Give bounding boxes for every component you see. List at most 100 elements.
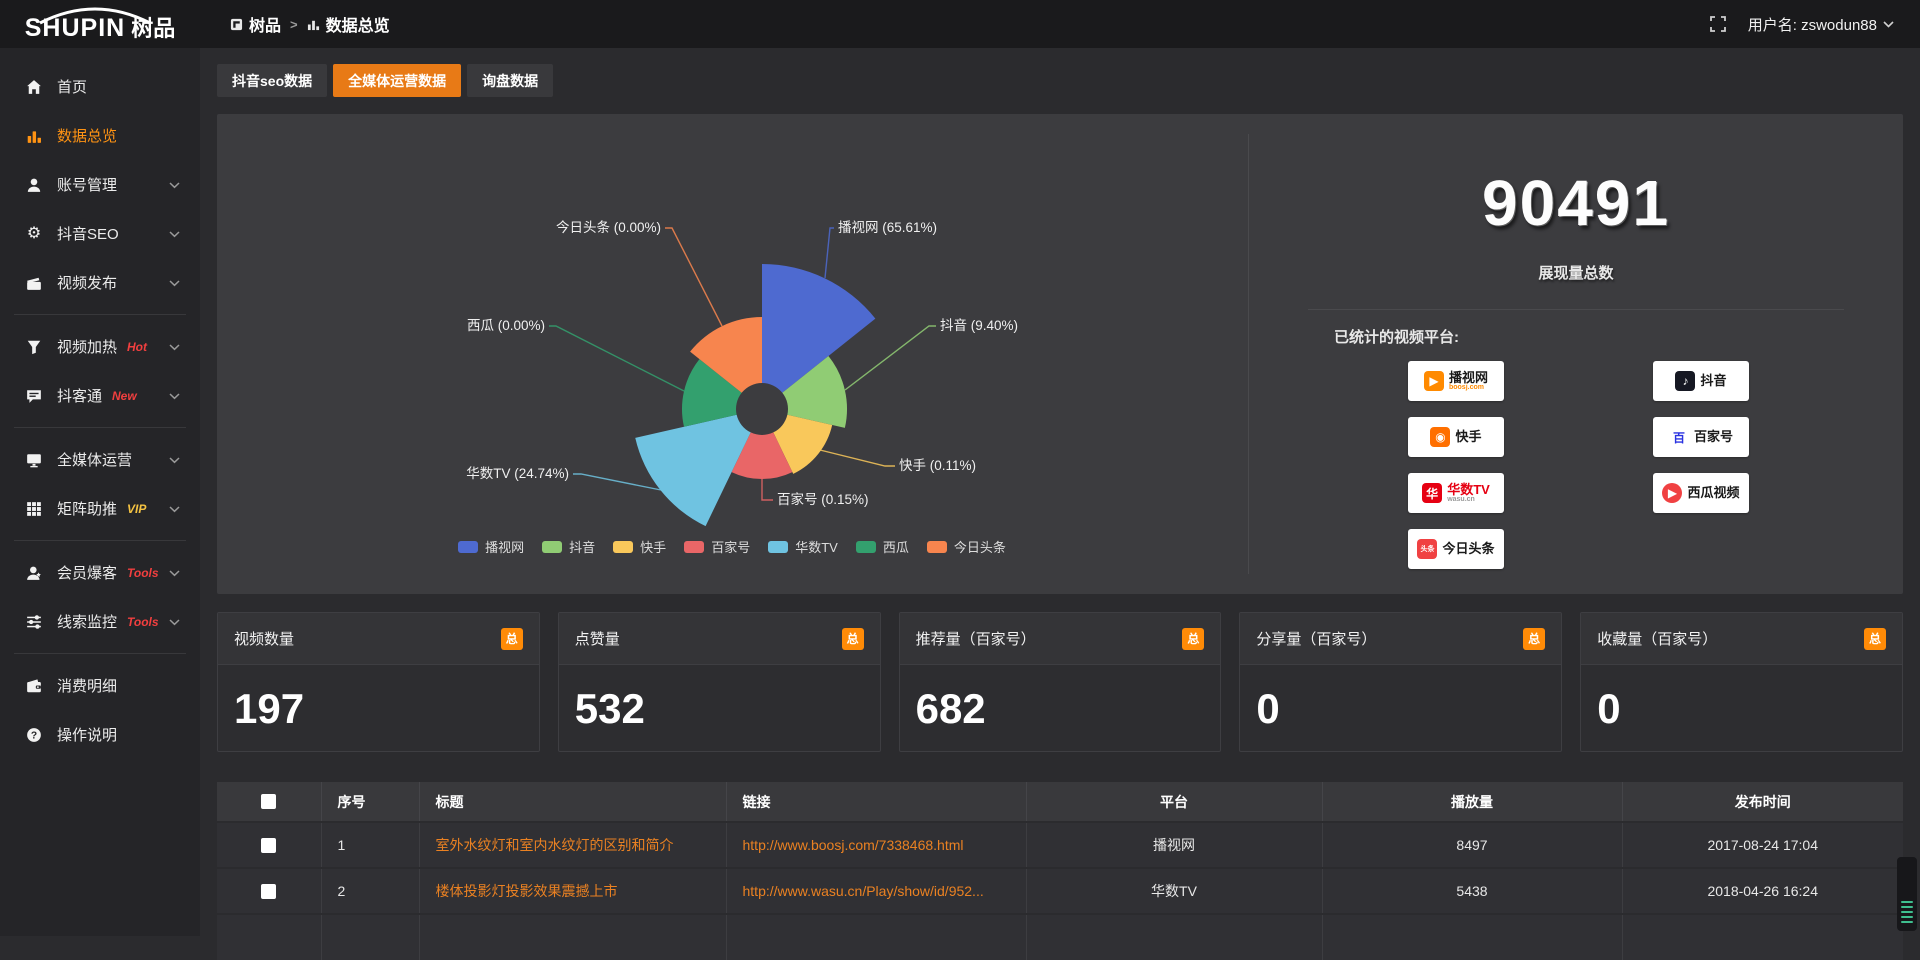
sidebar-item-label: 线索监控 [57,611,117,632]
tab-2[interactable]: 询盘数据 [467,64,553,97]
column-header: 序号 [321,782,419,822]
platform-badge: ♪抖音 [1653,361,1749,401]
user-icon [24,177,44,193]
sidebar-item-label: 视频发布 [57,272,117,293]
video-title-link[interactable]: 室外水纹灯和室内水纹灯的区别和简介 [419,822,726,868]
pie-label-line [665,228,722,326]
row-no: 2 [321,868,419,914]
sidebar-item-sliders[interactable]: 线索监控 Tools [0,597,200,646]
platform-logo-icon: ▶ [1424,371,1444,391]
video-url-link[interactable]: http://www.wasu.cn/Play/show/id/952... [726,868,1026,914]
platform-logo-icon: 华 [1422,483,1442,503]
tab-1[interactable]: 全媒体运营数据 [333,64,461,97]
pie-label-line [573,474,661,490]
bar-chart-icon [307,18,320,31]
legend-swatch [856,541,876,553]
legend-item[interactable]: 华数TV [768,537,838,556]
pie-label: 今日头条 (0.00%) [556,219,661,235]
column-header: 播放量 [1322,782,1622,822]
sliders-icon [24,614,44,630]
legend-swatch [458,541,478,553]
board-icon [230,18,243,31]
sidebar-item-gear[interactable]: ⚙抖音SEO [0,209,200,258]
chat-icon [24,388,44,404]
pie-label: 华数TV (24.74%) [466,466,569,481]
platform-logo-icon: ◉ [1430,427,1450,447]
breadcrumb-root[interactable]: 树品 [230,12,281,36]
platform-column-right: ♪抖音百百家号▶西瓜视频 [1653,361,1749,569]
total-badge: 总 [501,628,523,650]
sidebar-divider [14,540,186,541]
total-impressions-value: 90491 [1249,166,1903,240]
select-all-header [217,782,321,822]
pie-label: 百家号 (0.15%) [777,491,869,507]
chevron-down-icon [169,387,180,405]
sidebar-item-label: 会员爆客 [57,562,117,583]
table-row-partial [217,914,1903,960]
select-all-checkbox[interactable] [261,794,276,809]
sidebar-item-user[interactable]: 账号管理 [0,160,200,209]
stat-card-header: 点赞量总 [559,613,880,665]
platform-name: 快手 [1455,430,1481,444]
sidebar-item-label: 操作说明 [57,724,117,745]
stat-card-header: 推荐量（百家号）总 [900,613,1221,665]
pie-label: 抖音 (9.40%) [940,317,1018,333]
stat-card-value: 682 [900,665,1221,733]
breadcrumb-current[interactable]: 数据总览 [307,12,390,36]
sidebar-item-bar-chart[interactable]: 数据总览 [0,111,200,160]
video-url-link[interactable]: http://www.boosj.com/7338468.html [726,822,1026,868]
legend-item[interactable]: 快手 [613,537,666,556]
floating-tool-widget[interactable] [1897,857,1917,931]
sidebar-item-tag: Tools [127,615,159,629]
legend-item[interactable]: 西瓜 [856,537,909,556]
chevron-down-icon [169,564,180,582]
row-checkbox[interactable] [261,884,276,899]
member-icon [24,565,44,581]
stat-card-header: 分享量（百家号）总 [1240,613,1561,665]
stat-card-title: 分享量（百家号） [1256,628,1376,649]
column-header: 标题 [419,782,726,822]
fullscreen-icon[interactable] [1710,16,1726,32]
platform-cell: 华数TV [1026,868,1322,914]
legend-swatch [542,541,562,553]
legend-item[interactable]: 百家号 [684,537,750,556]
logo-arc-icon [36,3,154,25]
user-menu[interactable]: 用户名: zswodun88 [1748,14,1894,35]
stat-card-title: 视频数量 [234,628,294,649]
sidebar-divider [14,314,186,315]
row-no: 1 [321,822,419,868]
legend-item[interactable]: 抖音 [542,537,595,556]
chevron-down-icon [169,500,180,518]
total-badge: 总 [1182,628,1204,650]
sidebar-item-help[interactable]: ?操作说明 [0,710,200,759]
legend-item[interactable]: 播视网 [458,537,524,556]
sidebar-item-label: 数据总览 [57,125,117,146]
sidebar-item-label: 抖音SEO [57,223,119,244]
pie-label: 播视网 (65.61%) [838,220,937,235]
time-cell: 2018-04-26 16:24 [1622,868,1903,914]
row-checkbox[interactable] [261,838,276,853]
video-title-link[interactable]: 楼体投影灯投影效果震撼上市 [419,868,726,914]
pie-label-line [549,326,684,391]
sidebar-item-monitor[interactable]: 全媒体运营 [0,435,200,484]
breadcrumb-separator: > [290,17,298,32]
main-content: 抖音seo数据全媒体运营数据询盘数据 播视网 (65.61%) 抖音 (9.40%… [200,48,1920,960]
sidebar-item-home[interactable]: 首页 [0,62,200,111]
sidebar-item-publish[interactable]: 视频发布 [0,258,200,307]
legend-item[interactable]: 今日头条 [927,537,1006,556]
sidebar-item-wallet[interactable]: 消费明细 [0,661,200,710]
tab-0[interactable]: 抖音seo数据 [217,64,327,97]
sidebar-item-label: 首页 [57,76,87,97]
